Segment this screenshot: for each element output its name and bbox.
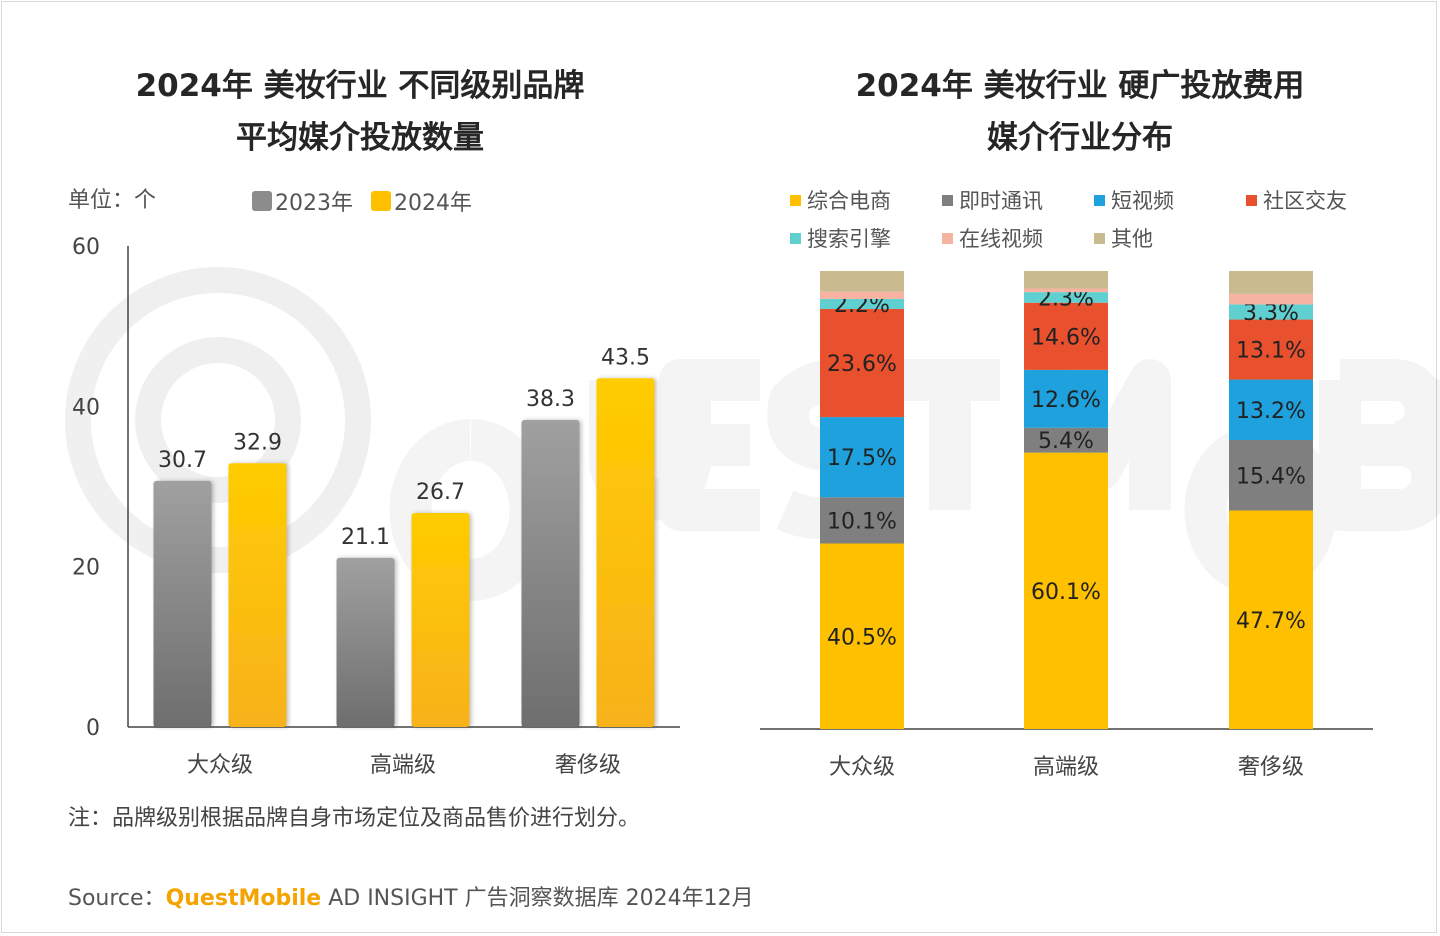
legend-label-search: 搜索引擎 xyxy=(807,227,891,251)
bar-2023 xyxy=(336,557,395,727)
source-prefix: Source： xyxy=(68,886,166,911)
segment-search xyxy=(820,298,904,310)
segment-value-label: 17.5% xyxy=(827,446,897,471)
segment-search xyxy=(1024,292,1108,303)
legend-swatch-online-video xyxy=(942,232,953,244)
legend-swatch-shortvideo xyxy=(1094,194,1105,206)
right-legend: 综合电商 即时通讯 短视频 社区交友 搜索引擎 在线视频 其他 xyxy=(790,185,1410,255)
right-title-line1: 2024年 美妆行业 硬广投放费用 xyxy=(855,68,1305,104)
legend-item-instant: 即时通讯 xyxy=(942,185,1043,215)
legend-label-other: 其他 xyxy=(1111,227,1153,251)
y-tick-label: 0 xyxy=(86,716,100,741)
segment-other xyxy=(1229,271,1313,294)
segment-online_video xyxy=(1229,293,1313,305)
segment-value-label: 47.7% xyxy=(1236,609,1306,634)
legend-label-social: 社区交友 xyxy=(1263,189,1347,213)
segment-instant xyxy=(1229,440,1313,511)
bar-value-label: 43.5 xyxy=(601,345,650,370)
legend-swatch-2023 xyxy=(252,191,272,211)
segment-ecommerce xyxy=(820,543,904,729)
x-category-label: 奢侈级 xyxy=(1238,755,1304,780)
segment-value-label: 60.1% xyxy=(1031,580,1101,605)
left-chart-title: 2024年 美妆行业 不同级别品牌 平均媒介投放数量 xyxy=(60,60,660,164)
legend-swatch-2024 xyxy=(371,191,391,211)
segment-instant xyxy=(1024,427,1108,453)
legend-swatch-ecommerce xyxy=(790,194,801,206)
legend-item-online-video: 在线视频 xyxy=(942,223,1043,253)
source-suffix: AD INSIGHT 广告洞察数据库 2024年12月 xyxy=(321,886,754,911)
segment-value-label: 13.2% xyxy=(1236,399,1306,424)
segment-ecommerce xyxy=(1024,452,1108,729)
legend-label-instant: 即时通讯 xyxy=(959,189,1043,213)
segment-search xyxy=(1229,304,1313,320)
bar-value-label: 30.7 xyxy=(158,448,207,473)
segment-online_video xyxy=(820,291,904,299)
bar-2024 xyxy=(596,378,655,727)
segment-value-label: 12.6% xyxy=(1031,388,1101,413)
segment-value-label: 14.6% xyxy=(1031,325,1101,350)
legend-label-shortvideo: 短视频 xyxy=(1111,189,1174,213)
y-tick-label: 40 xyxy=(72,395,100,420)
segment-online_video xyxy=(1024,288,1108,293)
segment-shortvideo xyxy=(1024,369,1108,428)
segment-other xyxy=(820,271,904,292)
segment-social xyxy=(820,309,904,418)
segment-social xyxy=(1024,302,1108,370)
right-title-line2: 媒介行业分布 xyxy=(987,120,1173,156)
segment-value-label: 13.1% xyxy=(1236,339,1306,364)
x-category-label: 奢侈级 xyxy=(555,753,621,778)
x-category-label: 高端级 xyxy=(370,753,436,778)
legend-label-2024: 2024年 xyxy=(394,191,472,216)
legend-item-ecommerce: 综合电商 xyxy=(790,185,891,215)
bar-value-label: 26.7 xyxy=(416,480,465,505)
footnote: 注：品牌级别根据品牌自身市场定位及商品售价进行划分。 xyxy=(68,806,641,831)
legend-label-online-video: 在线视频 xyxy=(959,227,1043,251)
legend-item-social: 社区交友 xyxy=(1246,185,1347,215)
legend-label-ecommerce: 综合电商 xyxy=(807,189,891,213)
segment-value-label: 40.5% xyxy=(827,625,897,650)
left-title-line1: 2024年 美妆行业 不同级别品牌 xyxy=(135,68,585,104)
segment-value-label: 5.4% xyxy=(1038,429,1094,454)
unit-label: 单位：个 xyxy=(68,188,157,213)
segment-value-label: 10.1% xyxy=(827,509,897,534)
segment-value-label: 3.3% xyxy=(1243,301,1299,326)
source-brand: QuestMobile xyxy=(165,886,322,911)
y-tick-label: 60 xyxy=(72,235,100,260)
legend-swatch-instant xyxy=(942,194,953,206)
segment-value-label: 15.4% xyxy=(1236,464,1306,489)
legend-swatch-other xyxy=(1094,232,1105,244)
legend-label-2023: 2023年 xyxy=(275,191,353,216)
bar-value-label: 21.1 xyxy=(341,525,390,550)
bar-2023 xyxy=(521,419,580,727)
legend-item-search: 搜索引擎 xyxy=(790,223,891,253)
x-category-label: 大众级 xyxy=(187,753,253,778)
segment-value-label: 23.6% xyxy=(827,352,897,377)
x-category-label: 大众级 xyxy=(829,755,895,780)
bar-2024 xyxy=(411,512,470,727)
source-line: Source：QuestMobile AD INSIGHT 广告洞察数据库 20… xyxy=(68,880,754,912)
legend-item-other: 其他 xyxy=(1094,223,1153,253)
y-tick-label: 20 xyxy=(72,556,100,581)
legend-swatch-search xyxy=(790,232,801,244)
x-category-label: 高端级 xyxy=(1033,755,1099,780)
segment-ecommerce xyxy=(1229,510,1313,729)
segment-shortvideo xyxy=(1229,379,1313,441)
segment-social xyxy=(1229,319,1313,380)
left-legend: 2023年 2024年 xyxy=(252,185,472,217)
segment-shortvideo xyxy=(820,417,904,498)
bar-2023 xyxy=(153,480,212,727)
segment-instant xyxy=(820,497,904,544)
left-title-line2: 平均媒介投放数量 xyxy=(236,120,484,156)
bar-value-label: 32.9 xyxy=(233,430,282,455)
legend-swatch-social xyxy=(1246,194,1257,206)
bar-2024 xyxy=(228,463,287,727)
legend-item-shortvideo: 短视频 xyxy=(1094,185,1174,215)
bar-value-label: 38.3 xyxy=(526,387,575,412)
segment-other xyxy=(1024,271,1108,289)
right-chart-title: 2024年 美妆行业 硬广投放费用 媒介行业分布 xyxy=(780,60,1380,164)
